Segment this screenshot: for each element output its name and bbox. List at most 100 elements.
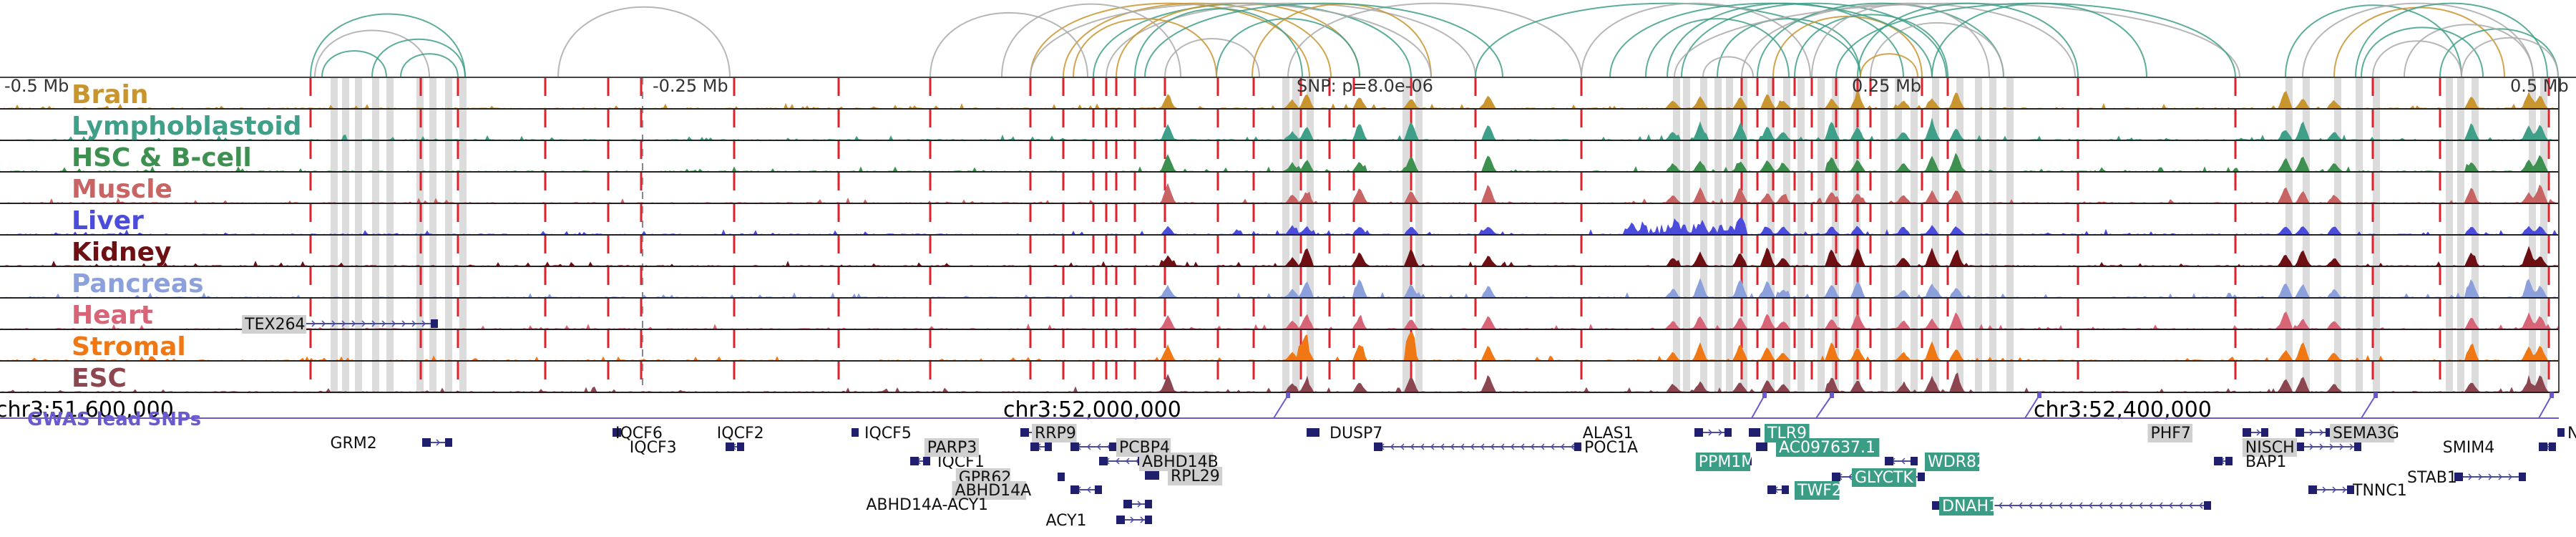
strand-arrow [2078, 502, 2083, 509]
gene-label: DUSP7 [1330, 425, 1382, 442]
exon-block [1832, 473, 1840, 481]
gene-nisch: NISCH [2242, 438, 2361, 457]
gene-parp3: PARP3 [924, 438, 1052, 457]
exon-block [2326, 428, 2333, 437]
exon-block [923, 457, 930, 465]
exon-block [1911, 457, 1918, 465]
gene-abhd14a: ABHD14A [952, 481, 1102, 500]
gene-label-highlight [952, 481, 1026, 500]
gene-label: PPM1M [1699, 453, 1755, 471]
gwas-snp-marker [1830, 392, 1834, 398]
loop-arc [1860, 53, 1918, 78]
loop-arc [1001, 3, 1181, 78]
track-signal [0, 90, 2559, 109]
gene-label-highlight [1695, 453, 1750, 471]
gene-label: ABHD14A-ACY1 [866, 496, 988, 514]
exon-block [2354, 442, 2361, 451]
gene-tnnc1: TNNC1 [2308, 482, 2407, 500]
gene-iqcf5: IQCF5 [856, 425, 912, 442]
exon-block [1116, 516, 1125, 524]
exon-block [1123, 500, 1132, 508]
exon-block [2296, 442, 2304, 451]
gene-label: BAP1 [2245, 453, 2286, 471]
strand-arrow [2468, 473, 2473, 480]
gene-label: SEMA3G [2333, 425, 2399, 442]
strand-arrow [1130, 516, 1135, 523]
strand-arrow [1540, 443, 1545, 450]
gene-ppm1m: PPM1M [1695, 453, 1755, 471]
strand-arrow [411, 320, 416, 327]
loop-arc [1063, 2, 1332, 78]
track-lymphoblastoid: Lymphoblastoid [0, 112, 2559, 141]
loop-arc [1134, 8, 1303, 78]
loop-arc [314, 29, 430, 78]
strand-arrow [2008, 502, 2013, 509]
loop-arc [1717, 18, 1861, 78]
gene-label-highlight [2330, 424, 2394, 442]
strand-arrow [2329, 443, 2334, 450]
exon-block [1574, 442, 1581, 451]
strand-arrow [1450, 443, 1455, 450]
strand-arrow [2098, 502, 2103, 509]
strand-arrow [2168, 502, 2173, 509]
strand-arrow [2058, 502, 2063, 509]
exon-block [1760, 442, 1767, 451]
strand-arrow [351, 320, 356, 327]
strand-arrow [321, 320, 326, 327]
strand-arrow [1086, 443, 1091, 450]
strand-arrow [2048, 502, 2053, 509]
strand-arrow [1560, 443, 1565, 450]
strand-arrow [1390, 443, 1395, 450]
strand-arrow [371, 320, 376, 327]
gene-label-highlight [1032, 424, 1077, 442]
gene-wdr82: WDR82 [1885, 453, 1986, 471]
loop-arc [371, 38, 466, 78]
gene-tex264: TEX264 [242, 315, 438, 334]
gene-rrp9: RRP9 [1020, 424, 1077, 442]
gene-label-highlight [242, 315, 306, 334]
strand-arrow [2342, 486, 2347, 493]
gene-label-highlight [1795, 481, 1840, 500]
exon-block [1145, 516, 1152, 524]
strand-arrow [2188, 502, 2193, 509]
loop-arc [1645, 18, 1790, 78]
strand-arrow [2256, 429, 2261, 436]
loop-arc [2361, 26, 2484, 78]
exon-block [1753, 428, 1760, 437]
strand-arrow [2198, 502, 2203, 509]
loop-arc [1216, 18, 1360, 78]
exon-block [431, 319, 438, 328]
gene-smim4: SMIM4 [2443, 439, 2556, 457]
gene-label: PHF7 [2150, 425, 2190, 442]
gene-iqcf2: IQCF2 [717, 425, 856, 442]
exon-block [1070, 442, 1079, 451]
gene-label-highlight [1776, 438, 1880, 457]
track-signal [0, 332, 2559, 361]
exon-block [422, 438, 431, 447]
loop-arc [1116, 2, 1360, 78]
exon-block [614, 428, 621, 437]
strand-arrow [2309, 429, 2314, 436]
loop-arc [2404, 24, 2534, 78]
loop-arc [2439, 28, 2559, 78]
exon-block [1767, 485, 1776, 494]
loop-arc [1609, 2, 1933, 78]
loop-arc [1287, 2, 1582, 78]
strand-arrow [2322, 486, 2327, 493]
scale-label-right-mid: 0.25 Mb [1852, 76, 1921, 96]
track-pancreas: Pancreas [0, 269, 2559, 299]
track-label: Heart [72, 301, 153, 330]
loop-arc [1030, 2, 1432, 78]
gene-ac097637-1: AC097637.1 [1756, 438, 1880, 457]
gwas-snp-connector [2361, 395, 2376, 419]
gwas-snp-connector [1273, 395, 1289, 419]
exon-block [737, 442, 744, 451]
scale-label-right: 0.5 Mb [2510, 76, 2569, 96]
strand-arrow [1490, 443, 1495, 450]
loop-arc [2355, 2, 2548, 78]
exon-block [2347, 485, 2354, 494]
exon-block [856, 428, 859, 437]
strand-arrow [2138, 502, 2143, 509]
gene-twf2: TWF2 [1767, 481, 1842, 500]
strand-arrow [1480, 443, 1485, 450]
